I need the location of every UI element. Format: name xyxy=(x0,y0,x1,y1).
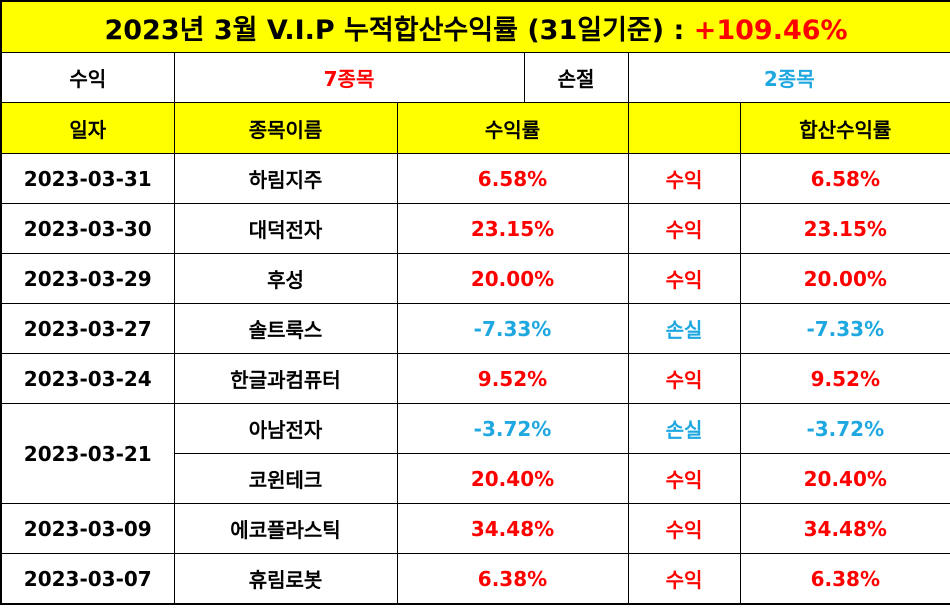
row-rate: 9.52% xyxy=(396,353,629,404)
row-result: 수익 xyxy=(627,203,741,254)
row-stock-name: 한글과컴퓨터 xyxy=(173,353,398,404)
header-date: 일자 xyxy=(0,102,175,154)
row-rate: 6.38% xyxy=(396,553,629,605)
row-date: 2023-03-07 xyxy=(0,553,175,605)
table-row: 2023-03-27 솔트룩스 -7.33% 손실 -7.33% xyxy=(0,303,950,354)
row-rate: 23.15% xyxy=(396,203,629,254)
row-stock-name: 코윈테크 xyxy=(173,453,398,504)
row-cumulative: 34.48% xyxy=(739,503,950,554)
table-body: 2023-03-31 하림지주 6.58% 수익 6.58% 2023-03-30 대덕전자… xyxy=(0,153,950,605)
row-cumulative: 23.15% xyxy=(739,203,950,254)
loss-count: 2종목 xyxy=(627,52,950,103)
table-row: 2023-03-21 아남전자 -3.72% 손실 -3.72% xyxy=(0,403,950,504)
row-stock-name: 솔트룩스 xyxy=(173,303,398,354)
row-result: 손실 xyxy=(627,403,741,454)
page-title: 2023년 3월 V.I.P 누적합산수익률 (31일기준) : +109.46… xyxy=(0,0,950,53)
row-result: 수익 xyxy=(627,553,741,605)
profit-label: 수익 xyxy=(0,52,175,103)
row-cumulative: 6.58% xyxy=(739,153,950,204)
row-stock-name: 대덕전자 xyxy=(173,203,398,254)
table-row: 2023-03-30 대덕전자 23.15% 수익 23.15% xyxy=(0,203,950,254)
row-result: 손실 xyxy=(627,303,741,354)
row-stock-name: 후성 xyxy=(173,253,398,304)
row-result: 수익 xyxy=(627,453,741,504)
row-stock-name: 휴림로봇 xyxy=(173,553,398,605)
row-date: 2023-03-21 xyxy=(0,403,175,504)
row-rate: -3.72% xyxy=(396,403,629,454)
row-result: 수익 xyxy=(627,153,741,204)
row-cumulative: -3.72% xyxy=(739,403,950,454)
title-row: 2023년 3월 V.I.P 누적합산수익률 (31일기준) : +109.46… xyxy=(0,0,950,53)
header-result xyxy=(627,102,741,154)
total-return: +109.46% xyxy=(693,14,848,46)
table-row: 2023-03-29 후성 20.00% 수익 20.00% xyxy=(0,253,950,304)
row-date: 2023-03-09 xyxy=(0,503,175,554)
row-result: 수익 xyxy=(627,253,741,304)
row-rate: -7.33% xyxy=(396,303,629,354)
row-result: 수익 xyxy=(627,503,741,554)
header-row: 일자 종목이름 수익률 합산수익률 xyxy=(0,102,950,154)
row-date: 2023-03-31 xyxy=(0,153,175,204)
row-date: 2023-03-24 xyxy=(0,353,175,404)
table-row: 2023-03-24 한글과컴퓨터 9.52% 수익 9.52% xyxy=(0,353,950,404)
header-name: 종목이름 xyxy=(173,102,398,154)
title-text: 2023년 3월 V.I.P 누적합산수익률 (31일기준) : xyxy=(104,14,685,46)
row-rate: 6.58% xyxy=(396,153,629,204)
row-date: 2023-03-30 xyxy=(0,203,175,254)
table-row: 2023-03-07 휴림로봇 6.38% 수익 6.38% xyxy=(0,553,950,605)
table-row: 2023-03-09 에코플라스틱 34.48% 수익 34.48% xyxy=(0,503,950,554)
row-stock-name: 에코플라스틱 xyxy=(173,503,398,554)
row-rate: 20.00% xyxy=(396,253,629,304)
row-cumulative: 6.38% xyxy=(739,553,950,605)
row-date: 2023-03-27 xyxy=(0,303,175,354)
table-row: 2023-03-31 하림지주 6.58% 수익 6.58% xyxy=(0,153,950,204)
summary-row: 수익 7종목 손절 2종목 xyxy=(0,52,950,103)
row-rate: 34.48% xyxy=(396,503,629,554)
profit-count: 7종목 xyxy=(173,52,525,103)
row-rate: 20.40% xyxy=(396,453,629,504)
row-result: 수익 xyxy=(627,353,741,404)
loss-label: 손절 xyxy=(523,52,629,103)
row-stock-name: 아남전자 xyxy=(173,403,398,454)
row-cumulative: 9.52% xyxy=(739,353,950,404)
row-stock-name: 하림지주 xyxy=(173,153,398,204)
row-date: 2023-03-29 xyxy=(0,253,175,304)
row-cumulative: 20.00% xyxy=(739,253,950,304)
table-row: 코윈테크 20.40% 수익 20.40% xyxy=(1,453,950,504)
header-cumulative: 합산수익률 xyxy=(739,102,950,154)
row-cumulative: -7.33% xyxy=(739,303,950,354)
header-rate: 수익률 xyxy=(396,102,629,154)
row-cumulative: 20.40% xyxy=(739,453,950,504)
